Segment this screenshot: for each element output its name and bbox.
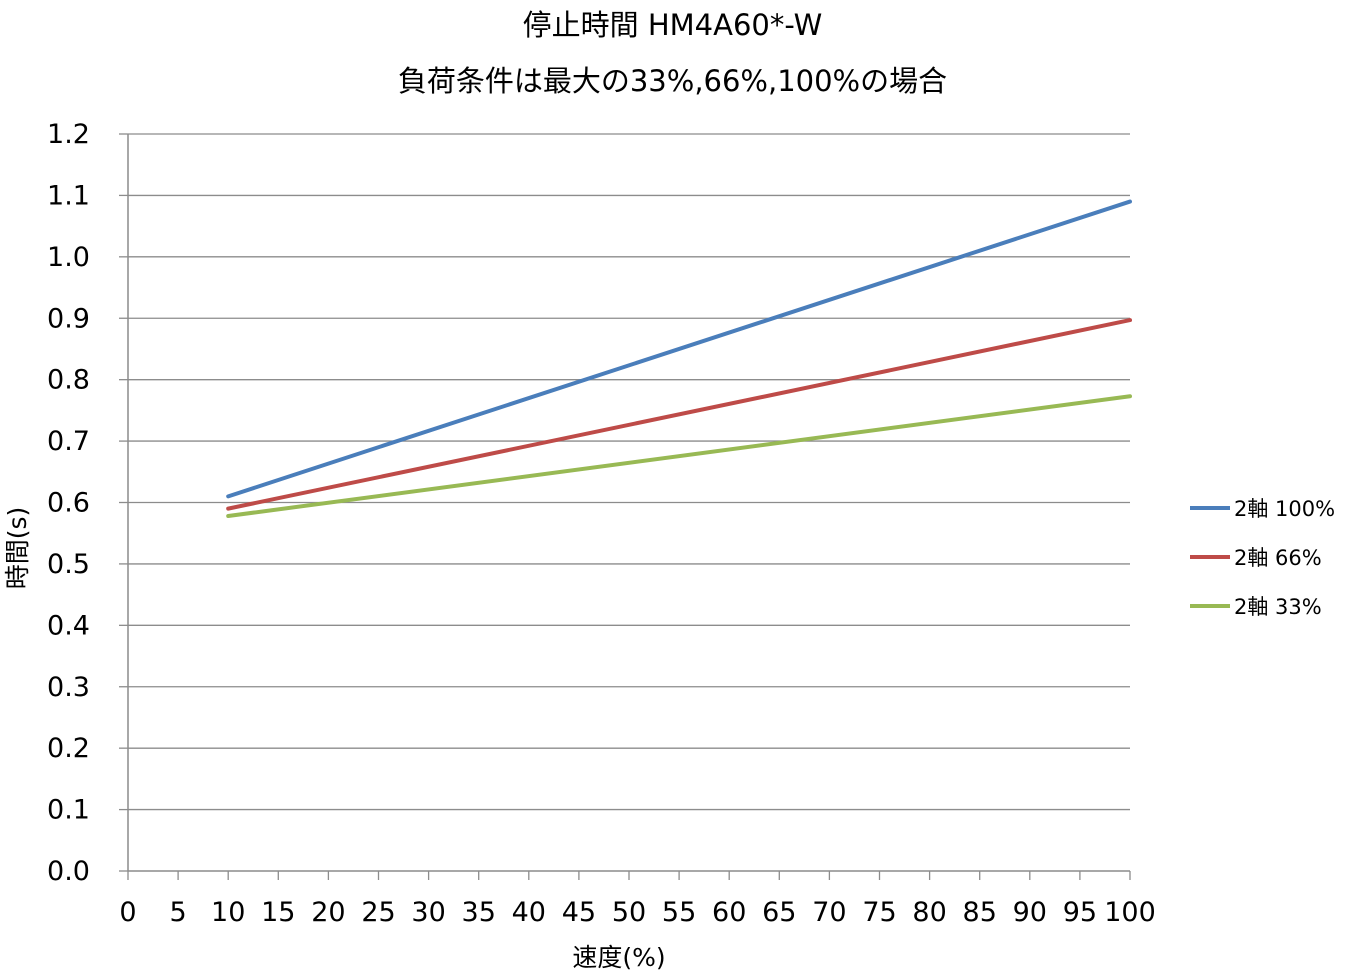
y-tick-labels: 0.0 0.1 0.2 0.3 0.4 0.5 0.6 0.7 0.8 0.9 1.0 1.1 1.2 xyxy=(47,119,90,887)
y-tick-label: 0.2 xyxy=(47,733,90,764)
series-line xyxy=(226,394,1132,519)
legend-label: 2軸 33% xyxy=(1234,595,1322,619)
series-line xyxy=(226,199,1132,499)
y-tick-label: 1.2 xyxy=(47,119,90,150)
x-tick-label: 5 xyxy=(170,897,187,928)
x-tick-label: 50 xyxy=(612,897,646,928)
legend: 2軸 100% 2軸 66% 2軸 33% xyxy=(1190,497,1335,619)
x-tick-label: 55 xyxy=(662,897,696,928)
x-tick-label: 45 xyxy=(562,897,596,928)
x-tick-label: 95 xyxy=(1063,897,1097,928)
y-tick-label: 0.9 xyxy=(47,303,90,334)
y-tick-label: 0.6 xyxy=(47,488,90,519)
chart-subtitle: 負荷条件は最大の33%,66%,100%の場合 xyxy=(397,64,948,98)
x-tick-label: 75 xyxy=(862,897,896,928)
x-tick-labels: 0 5 10 15 20 25 30 35 40 45 50 55 60 65 70 75 80 85 90 95 10… xyxy=(119,897,1155,928)
gridlines xyxy=(128,133,1130,811)
x-tick-label: 10 xyxy=(211,897,245,928)
y-tick-label: 1.0 xyxy=(47,242,90,273)
y-tick-label: 0.5 xyxy=(47,549,90,580)
legend-label: 2軸 66% xyxy=(1234,546,1322,570)
x-axis-label: 速度(%) xyxy=(572,943,665,972)
x-tick-label: 15 xyxy=(261,897,295,928)
y-tick-label: 0.3 xyxy=(47,672,90,703)
x-tick-label: 85 xyxy=(963,897,997,928)
y-axis-label: 時間(s) xyxy=(3,507,32,590)
x-tick-label: 65 xyxy=(762,897,796,928)
y-tick-label: 0.1 xyxy=(47,795,90,826)
x-tick-label: 30 xyxy=(411,897,445,928)
y-tick-label: 0.0 xyxy=(47,856,90,887)
x-tick-label: 20 xyxy=(311,897,345,928)
x-tick-label: 60 xyxy=(712,897,746,928)
y-tick-label: 0.7 xyxy=(47,426,90,457)
x-tick-label: 25 xyxy=(361,897,395,928)
y-tick-label: 0.4 xyxy=(47,610,90,641)
x-tick-label: 0 xyxy=(119,897,136,928)
x-tick-label: 80 xyxy=(912,897,946,928)
x-tick-label: 40 xyxy=(512,897,546,928)
x-tick-label: 100 xyxy=(1104,897,1156,928)
x-tick-label: 35 xyxy=(462,897,496,928)
series-line xyxy=(226,318,1132,511)
x-tick-label: 90 xyxy=(1013,897,1047,928)
x-tick-label: 70 xyxy=(812,897,846,928)
chart-title: 停止時間 HM4A60*-W xyxy=(522,8,823,42)
y-tick-label: 1.1 xyxy=(47,180,90,211)
legend-label: 2軸 100% xyxy=(1234,497,1335,521)
series-lines xyxy=(226,199,1132,519)
axes xyxy=(119,133,1131,880)
y-tick-label: 0.8 xyxy=(47,365,90,396)
